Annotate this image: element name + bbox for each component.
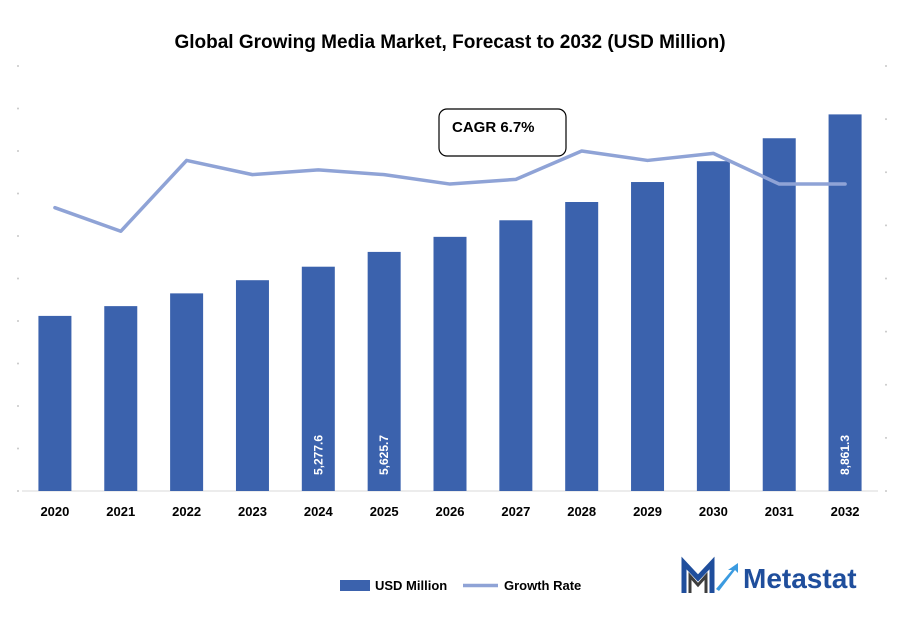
- bar-label-2032: 8,861.3: [838, 435, 852, 475]
- bar-2029: [631, 182, 665, 491]
- growth-rate-series: [53, 149, 847, 234]
- cagr-callout-text: CAGR 6.7%: [452, 119, 535, 136]
- left-tick-mark: [17, 405, 19, 407]
- cagr-callout-box: [438, 108, 567, 157]
- legend-swatch-usd-million: [340, 580, 370, 591]
- x-tick-2032: 2032: [831, 504, 860, 519]
- left-tick-mark: [17, 150, 19, 152]
- left-tick-mark: [17, 277, 19, 280]
- bar-2027: [499, 220, 533, 491]
- chart-title: Global Growing Media Market, Forecast to…: [174, 32, 725, 53]
- right-tick-mark: [885, 277, 887, 280]
- left-tick-mark: [17, 362, 19, 365]
- bar-2021: [104, 306, 138, 491]
- legend-label-usd-million: USD Million: [375, 578, 447, 593]
- x-axis-tick-labels: 2020 2021 2022 2023 2024 2025 2026 2027 2028 2029…: [40, 504, 859, 519]
- bar-2031: [762, 138, 796, 491]
- x-tick-2029: 2029: [633, 504, 662, 519]
- bar-data-labels: 5,277.6 5,625.7 8,861.3: [311, 435, 852, 475]
- bar-2030: [696, 161, 730, 491]
- bar-2022: [170, 293, 204, 491]
- right-tick-mark: [885, 65, 887, 67]
- left-tick-mark: [17, 192, 19, 195]
- right-tick-mark: [885, 171, 887, 174]
- right-tick-mark: [885, 224, 887, 227]
- bar-2026: [433, 236, 467, 491]
- x-tick-2025: 2025: [370, 504, 399, 519]
- left-tick-mark: [17, 107, 19, 110]
- x-tick-2031: 2031: [765, 504, 794, 519]
- legend: USD Million Growth Rate: [340, 578, 581, 593]
- bar-2032: [828, 114, 862, 492]
- left-axis-ticks: [17, 65, 19, 492]
- x-tick-2030: 2030: [699, 504, 728, 519]
- right-axis-ticks: [885, 65, 887, 492]
- x-tick-2023: 2023: [238, 504, 267, 519]
- bar-label-2024: 5,277.6: [311, 435, 325, 475]
- x-tick-2026: 2026: [436, 504, 465, 519]
- right-tick-mark: [885, 436, 887, 439]
- bar-series: [38, 114, 862, 492]
- legend-label-growth-rate: Growth Rate: [504, 578, 581, 593]
- left-tick-mark: [17, 490, 19, 492]
- x-tick-2024: 2024: [304, 504, 334, 519]
- left-tick-mark: [17, 447, 19, 450]
- right-tick-mark: [885, 490, 887, 492]
- bar-2023: [235, 280, 269, 491]
- left-tick-mark: [17, 320, 19, 322]
- x-tick-2027: 2027: [501, 504, 530, 519]
- bar-2024: [301, 266, 335, 491]
- right-tick-mark: [885, 330, 887, 333]
- right-tick-mark: [885, 383, 887, 386]
- x-tick-2022: 2022: [172, 504, 201, 519]
- x-tick-2020: 2020: [40, 504, 69, 519]
- metastat-m-logo-icon: [681, 556, 738, 593]
- bar-2025: [367, 251, 401, 491]
- bar-2028: [565, 202, 599, 491]
- bar-label-2025: 5,625.7: [377, 435, 391, 475]
- left-tick-mark: [17, 65, 19, 67]
- left-tick-mark: [17, 235, 19, 237]
- cagr-callout: CAGR 6.7%: [438, 108, 567, 157]
- brand-name: Metastat: [743, 563, 857, 594]
- x-tick-2021: 2021: [106, 504, 135, 519]
- right-tick-mark: [885, 118, 887, 121]
- x-tick-2028: 2028: [567, 504, 596, 519]
- bar-2020: [38, 315, 72, 491]
- metastat-brand: Metastat: [681, 556, 857, 594]
